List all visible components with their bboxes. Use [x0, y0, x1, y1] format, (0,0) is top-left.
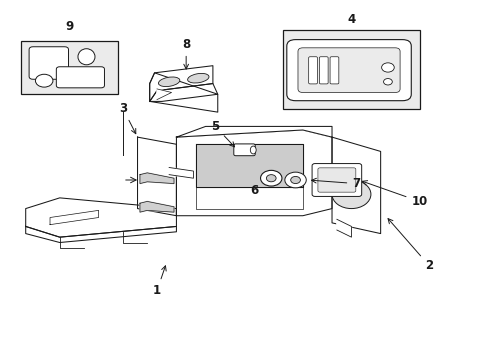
- FancyBboxPatch shape: [329, 57, 338, 84]
- Ellipse shape: [158, 77, 180, 86]
- Ellipse shape: [78, 49, 95, 65]
- Polygon shape: [169, 167, 193, 178]
- FancyBboxPatch shape: [308, 57, 317, 84]
- FancyBboxPatch shape: [297, 48, 399, 93]
- Circle shape: [331, 180, 370, 208]
- Text: 10: 10: [362, 181, 427, 208]
- Polygon shape: [149, 66, 212, 102]
- Polygon shape: [331, 137, 380, 234]
- Polygon shape: [336, 219, 351, 237]
- FancyBboxPatch shape: [233, 144, 255, 156]
- FancyBboxPatch shape: [286, 40, 410, 101]
- Text: 8: 8: [182, 38, 190, 69]
- FancyBboxPatch shape: [311, 163, 361, 197]
- Circle shape: [381, 63, 393, 72]
- Circle shape: [266, 175, 276, 182]
- Circle shape: [35, 74, 53, 87]
- Text: 6: 6: [249, 184, 258, 197]
- FancyBboxPatch shape: [317, 168, 355, 192]
- Text: 5: 5: [211, 120, 234, 147]
- Polygon shape: [26, 226, 176, 243]
- Polygon shape: [149, 73, 217, 112]
- Circle shape: [383, 78, 391, 85]
- Bar: [283, 30, 419, 109]
- Polygon shape: [137, 137, 176, 216]
- Text: 3: 3: [119, 102, 136, 134]
- FancyBboxPatch shape: [56, 67, 104, 88]
- FancyBboxPatch shape: [29, 47, 68, 79]
- Ellipse shape: [187, 73, 208, 83]
- Polygon shape: [149, 84, 217, 102]
- Polygon shape: [140, 202, 174, 212]
- Text: 4: 4: [346, 13, 355, 26]
- Polygon shape: [140, 173, 174, 184]
- Ellipse shape: [250, 146, 256, 154]
- FancyBboxPatch shape: [319, 57, 327, 84]
- Text: 9: 9: [65, 20, 73, 33]
- Text: 7: 7: [311, 177, 360, 190]
- Circle shape: [290, 176, 300, 184]
- Text: 1: 1: [153, 266, 166, 297]
- Polygon shape: [26, 198, 176, 237]
- Polygon shape: [176, 130, 331, 216]
- Polygon shape: [196, 144, 302, 187]
- Text: 2: 2: [387, 219, 432, 272]
- Circle shape: [260, 170, 282, 186]
- Polygon shape: [176, 126, 331, 137]
- Bar: [21, 41, 118, 94]
- Polygon shape: [157, 89, 171, 100]
- Circle shape: [285, 172, 305, 188]
